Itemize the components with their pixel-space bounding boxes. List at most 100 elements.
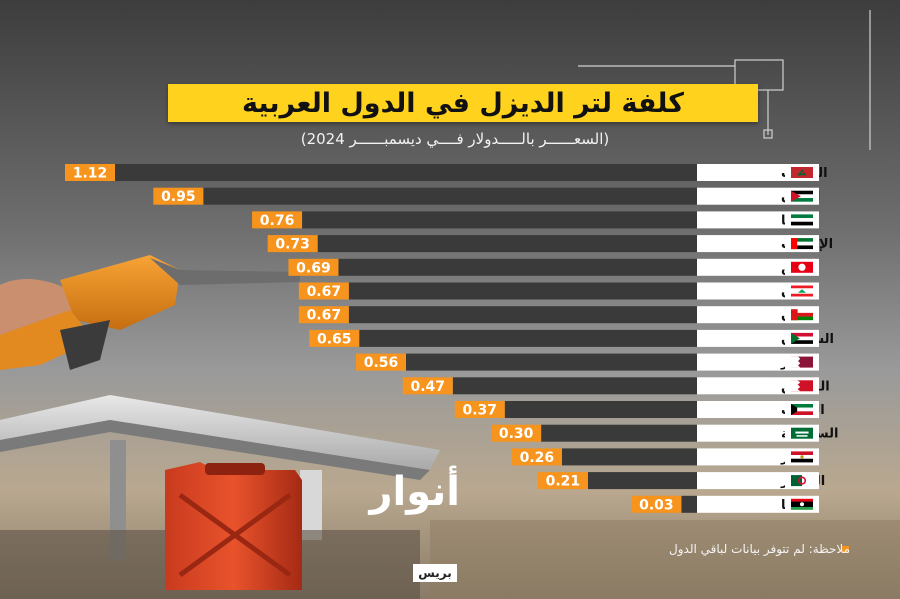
flag-lebanon-cedar-icon (798, 289, 806, 293)
bar-value-box (298, 306, 349, 324)
flag-algeria-crescent-icon (797, 476, 807, 485)
bar-value-box (309, 329, 360, 347)
bar-value-box (454, 401, 505, 418)
bar-value-label: 0.67 (307, 284, 342, 300)
flag-kuwait-stripe-icon (791, 411, 813, 415)
bar (561, 448, 697, 466)
category-label-box (697, 164, 785, 181)
bar-value-label: 0.67 (307, 308, 342, 324)
bar-value-label: 0.21 (546, 474, 581, 490)
bar-value-box (356, 353, 406, 371)
flag-jordan-stripe-icon (791, 194, 813, 199)
flag-kuwait-trapezoid-icon (791, 404, 798, 415)
flag-egypt-stripe-icon (791, 458, 813, 463)
flag-morocco-star-icon (797, 169, 807, 176)
bar-value-box (537, 472, 588, 490)
flag-oman-icon (791, 309, 813, 313)
category-label-box (697, 495, 785, 513)
brand-logo: أنوار (369, 469, 460, 515)
bar-value-box (288, 258, 339, 276)
bar (317, 235, 697, 253)
bar (587, 472, 697, 490)
bar-value-box (402, 377, 453, 395)
brand-logo-subtitle: بريس (413, 564, 457, 582)
bar-value-box (267, 235, 318, 253)
chart-title: كلفة لتر الديزل في الدول العربية (242, 87, 684, 119)
flag-tunisia-disc-icon (798, 263, 806, 271)
category-label-box (697, 472, 785, 490)
bar (504, 401, 697, 418)
flag-morocco-icon (791, 167, 813, 178)
footnote: ملاحظة: لم تتوفر بيانات لباقي الدول (669, 542, 850, 556)
bar-value-box (252, 211, 303, 229)
category-label-box (697, 353, 785, 371)
bar-value-box (511, 448, 562, 466)
bar-value-label: 0.26 (520, 450, 555, 466)
category-label-box (697, 306, 785, 324)
bar-value-label: 0.65 (317, 331, 352, 347)
flag-sudan-stripe-icon (791, 340, 813, 344)
flag-sudan-icon (791, 332, 813, 337)
flag-libya-stripe-icon (791, 507, 813, 510)
title-banner: كلفة لتر الديزل في الدول العربية (168, 84, 758, 122)
bar-value-label: 0.95 (161, 189, 196, 205)
flag-jordan-triangle-icon (791, 190, 801, 202)
chart-subtitle: (السعــــــر بالـــــدولار فــــي ديسمبـ… (300, 130, 610, 148)
flag-algeria-icon (791, 475, 802, 487)
bar (338, 258, 697, 276)
flag-uae-band-icon (791, 238, 798, 250)
bar (348, 282, 697, 300)
bar-value-box (631, 495, 682, 513)
bar-value-box (153, 187, 204, 205)
flag-algeria-half-icon (802, 475, 813, 487)
category-label-box (697, 211, 785, 229)
flag-bahrain-icon (791, 380, 813, 392)
flag-jordan-icon (791, 190, 813, 195)
flag-kuwait-icon (791, 404, 813, 408)
bar (359, 329, 697, 347)
bar-value-box (491, 424, 542, 442)
category-label-box (697, 235, 785, 253)
flag-bahrain-serration-icon (791, 380, 801, 392)
fuel-nozzle-illustration (0, 255, 300, 370)
flag-syria-stripe-icon (791, 218, 813, 222)
flag-egypt-icon (791, 451, 813, 456)
flag-saudi-sword-icon (796, 435, 808, 437)
flag-kuwait-stripe-icon (791, 407, 813, 412)
flag-syria-stripe-icon (791, 221, 813, 226)
decor-lines (578, 10, 871, 150)
bar-value-label: 0.56 (364, 355, 399, 371)
bar-value-label: 0.03 (639, 497, 674, 513)
flag-uae-stripe-icon (791, 241, 813, 246)
flag-oman-stripe-icon (791, 316, 813, 321)
category-label-box (697, 258, 785, 276)
flag-uae-icon (791, 238, 813, 242)
category-label-box (697, 401, 785, 418)
bar (203, 187, 697, 205)
bar (302, 211, 697, 229)
category-label-box (697, 187, 785, 205)
bar (115, 164, 697, 181)
bar (452, 377, 697, 395)
bar-value-label: 0.69 (296, 260, 331, 276)
flag-uae-stripe-icon (791, 245, 813, 250)
bar (406, 353, 697, 371)
desert-ground (430, 520, 900, 599)
bar-value-box (65, 164, 115, 181)
flag-sudan-triangle-icon (791, 332, 800, 344)
bar-value-label: 0.73 (275, 237, 310, 253)
bar (681, 495, 697, 513)
flag-sudan-stripe-icon (791, 336, 813, 341)
bar-value-label: 0.76 (260, 213, 295, 229)
flag-saudi-script-icon (795, 431, 809, 434)
bar-value-label: 0.30 (499, 426, 534, 442)
category-label-box (697, 282, 785, 300)
flag-oman-stripe-icon (791, 312, 813, 317)
flag-qatar-icon (791, 356, 813, 368)
category-label-box (697, 329, 785, 347)
flag-qatar-serration-icon (791, 356, 801, 368)
bar (541, 424, 697, 442)
bar-value-label: 0.47 (410, 379, 445, 395)
